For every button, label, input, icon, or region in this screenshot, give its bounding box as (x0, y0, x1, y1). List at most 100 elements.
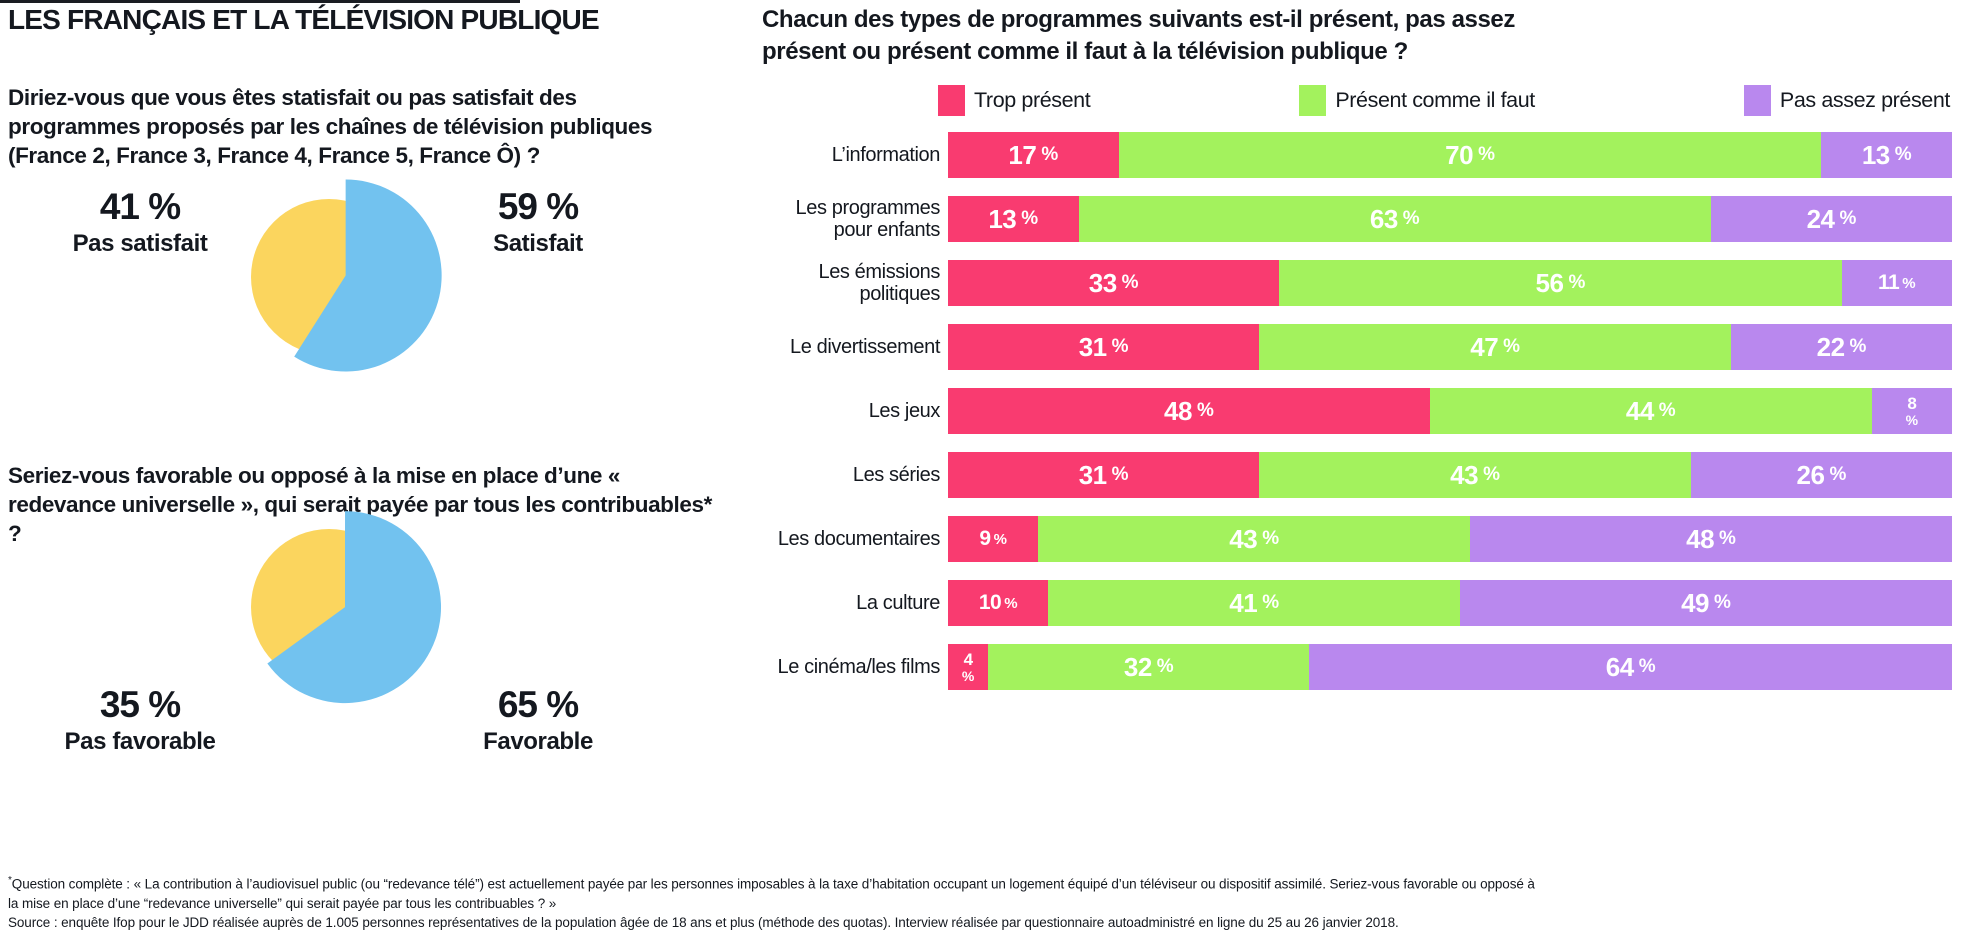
bar-segment-unit: % (1111, 336, 1129, 357)
bar-segment-unit: % (1478, 144, 1495, 165)
legend-item: Trop présent (938, 85, 1091, 116)
pie-slice-main (294, 179, 442, 372)
legend-item: Présent comme il faut (1299, 85, 1535, 116)
footnote-text: Question complète : « La contribution à … (8, 876, 1535, 911)
bar-segment-value: 9 (979, 527, 991, 550)
pie-chart-satisfaction (251, 179, 442, 372)
top-rule (0, 0, 520, 3)
bar-track: 10% 41% 49% (948, 580, 1952, 626)
bar-segment: 56% (1279, 260, 1842, 306)
footnote-source: Source : enquête Ifop pour le JDD réalis… (8, 914, 1399, 930)
bar-segment-unit: % (1905, 412, 1919, 428)
bar-row: Les émissions politiques 33% 56% 11% (760, 260, 1952, 306)
bar-segment: 26% (1690, 452, 1952, 498)
bar-row-label: Les programmes pour enfants (795, 196, 941, 241)
pie1-left-value: 41 % (99, 186, 181, 227)
bar-segment-unit: % (1829, 464, 1847, 485)
legend-label: Trop présent (974, 88, 1091, 112)
bar-segment: 8% (1871, 388, 1952, 434)
bar-segment-unit: % (1719, 528, 1736, 549)
legend-item: Pas assez présent (1743, 85, 1950, 116)
bar-segment-unit: % (1894, 144, 1912, 165)
bar-track: 48% 44% 8% (948, 388, 1952, 434)
bar-segment: 22% (1731, 324, 1952, 370)
bar-row-label: Les séries (852, 463, 941, 486)
bar-segment-unit: % (1849, 336, 1867, 357)
bar-segment-unit: % (1839, 208, 1857, 229)
bar-segment-value: 33 (1088, 267, 1117, 298)
legend-label: Pas assez présent (1779, 88, 1950, 112)
bar-row-label: La culture (856, 591, 940, 614)
bar-track: 9% 43% 48% (948, 516, 1952, 562)
bar-segment-unit: % (1262, 528, 1280, 549)
pie2-right-caption: Favorable (483, 727, 593, 755)
bar-segment-value: 10 (978, 591, 1002, 614)
bar-segment-value: 8 (1907, 394, 1917, 413)
bar-segment-unit: % (1111, 464, 1129, 485)
bar-segment-value: 32 (1123, 651, 1152, 682)
bar-segment: 9% (948, 516, 1039, 562)
bar-segment: 31% (948, 452, 1260, 498)
bar-track: 33% 56% 11% (948, 260, 1952, 306)
bar-segment: 13% (1821, 132, 1952, 178)
bar-row: Le cinéma/les films 4% 32% 64% (760, 644, 1952, 690)
bar-segment: 43% (1259, 452, 1691, 498)
bar-segment-unit: % (1638, 656, 1656, 677)
bar-segment-value: 22 (1816, 331, 1845, 362)
bar-segment-value: 47 (1470, 331, 1499, 362)
bar-row: Les documentaires 9% 43% 48% (760, 516, 1952, 562)
bar-row: Les programmes pour enfants 13% 63% 24% (760, 196, 1952, 242)
bar-segment-unit: % (1658, 400, 1676, 421)
bar-row-label: Le cinéma/les films (777, 655, 941, 678)
bar-segment-unit: % (1483, 464, 1500, 485)
bar-track: 13% 63% 24% (948, 196, 1952, 242)
bar-segment-unit: % (1196, 400, 1214, 421)
bar-row: L’information 17% 70% 13% (760, 132, 1952, 178)
bar-segment-value: 4 (963, 650, 973, 669)
bar-segment-value: 56 (1535, 267, 1564, 298)
bar-rows: L’information 17% 70% 13% Les programmes pou… (760, 132, 1952, 690)
bar-chart-legend: Trop présent Présent comme il faut Pas ass… (938, 85, 1950, 116)
bar-row: La culture 10% 41% 49% (760, 580, 1952, 626)
bar-segment: 17% (948, 132, 1119, 178)
bar-segment: 13% (948, 196, 1079, 242)
bar-track: 17% 70% 13% (948, 132, 1952, 178)
bar-segment-unit: % (1156, 656, 1174, 677)
bar-segment-value: 43 (1450, 459, 1479, 490)
page-title: LES FRANÇAIS ET LA TÉLÉVISION PUBLIQUE (8, 4, 600, 35)
bar-segment: 63% (1078, 196, 1712, 242)
bar-segment-unit: % (961, 668, 975, 684)
pie1-label-satisfait: 59 % Satisfait (398, 187, 678, 258)
pie2-label-favorable: 65 % Favorable (398, 684, 678, 756)
bar-segment-value: 48 (1164, 395, 1192, 426)
bar-segment: 33% (948, 260, 1280, 306)
pie1-label-pas-satisfait: 41 % Pas satisfait (0, 186, 280, 258)
footnote-question: *Question complète : « La contribution à… (8, 874, 1538, 913)
pie1-left-caption: Pas satisfait (72, 229, 208, 257)
pie-chart-redevance (251, 511, 442, 704)
footnote-marker: * (8, 875, 12, 886)
pie2-right-value: 65 % (497, 684, 579, 725)
bar-segment-value: 44 (1625, 395, 1654, 426)
bar-segment-value: 26 (1796, 459, 1825, 490)
bar-segment-value: 13 (1861, 139, 1890, 170)
bar-segment: 70% (1118, 132, 1822, 178)
pie-slice-main (267, 511, 442, 704)
bar-segment-unit: % (1503, 336, 1521, 357)
bar-segment: 4% (948, 644, 989, 690)
bar-segment-unit: % (1041, 144, 1059, 165)
bar-track: 31% 43% 26% (948, 452, 1952, 498)
legend-swatch (938, 85, 965, 116)
bar-segment: 10% (948, 580, 1049, 626)
bar-segment: 32% (988, 644, 1310, 690)
bar-segment: 24% (1711, 196, 1952, 242)
legend-label: Présent comme il faut (1335, 88, 1535, 112)
footnote: *Question complète : « La contribution à… (8, 874, 1538, 932)
bar-segment-value: 24 (1806, 203, 1835, 234)
bar-segment: 49% (1460, 580, 1952, 626)
bar-row: Les jeux 48% 44% 8% (760, 388, 1952, 434)
bar-segment: 11% (1841, 260, 1952, 306)
bar-segment: 64% (1309, 644, 1952, 690)
pie1-right-caption: Satisfait (493, 229, 583, 257)
